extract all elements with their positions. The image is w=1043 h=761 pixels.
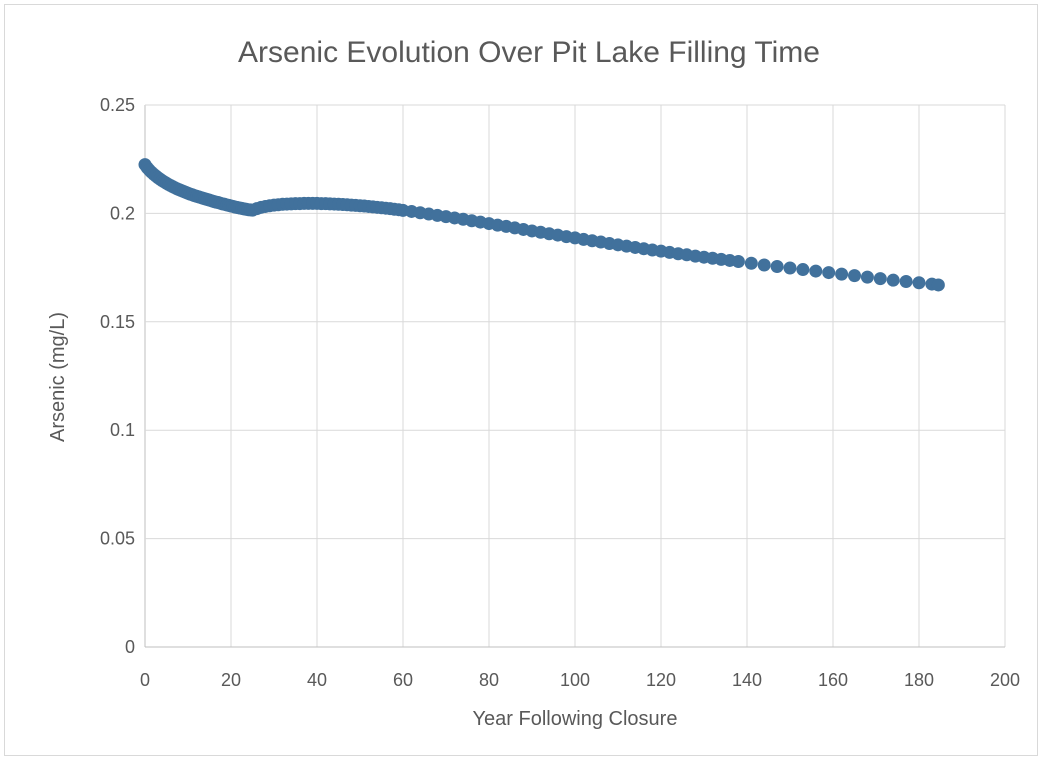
x-tick-label: 140 [732, 670, 762, 690]
data-point [899, 274, 913, 288]
data-point [783, 261, 797, 275]
y-tick-label: 0.1 [110, 420, 135, 440]
y-axis-tick-labels: 0 0.05 0.1 0.15 0.2 0.25 [100, 95, 135, 657]
y-axis-title: Arsenic (mg/L) [47, 312, 69, 442]
data-point [886, 273, 900, 287]
x-tick-label: 20 [221, 670, 241, 690]
x-axis-tick-labels: 0 20 40 60 80 100 120 140 160 180 200 [140, 670, 1020, 690]
x-tick-label: 160 [818, 670, 848, 690]
data-point [931, 278, 945, 292]
data-point [873, 272, 887, 286]
chart-frame [4, 4, 1038, 756]
vertical-gridlines [144, 105, 1006, 647]
data-point [809, 264, 823, 278]
data-point [860, 270, 874, 284]
horizontal-gridlines [145, 104, 1005, 648]
data-point [835, 267, 849, 281]
data-point [731, 255, 745, 269]
x-tick-label: 60 [393, 670, 413, 690]
x-tick-label: 40 [307, 670, 327, 690]
x-axis-title: Year Following Closure [473, 708, 678, 730]
x-tick-label: 80 [479, 670, 499, 690]
x-tick-label: 120 [646, 670, 676, 690]
data-point [744, 256, 758, 270]
data-point [770, 260, 784, 274]
x-tick-label: 200 [990, 670, 1020, 690]
chart-title: Arsenic Evolution Over Pit Lake Filling … [238, 36, 820, 69]
y-tick-label: 0.15 [100, 312, 135, 332]
data-points [138, 158, 945, 292]
data-point [822, 266, 836, 280]
x-tick-label: 180 [904, 670, 934, 690]
y-tick-label: 0.05 [100, 529, 135, 549]
data-point [796, 263, 810, 277]
data-point [757, 258, 771, 272]
y-tick-label: 0.25 [100, 95, 135, 115]
y-tick-label: 0.2 [110, 203, 135, 223]
x-tick-label: 100 [560, 670, 590, 690]
data-point [848, 269, 861, 283]
data-point [912, 276, 926, 290]
x-tick-label: 0 [140, 670, 150, 690]
y-tick-label: 0 [125, 637, 135, 657]
